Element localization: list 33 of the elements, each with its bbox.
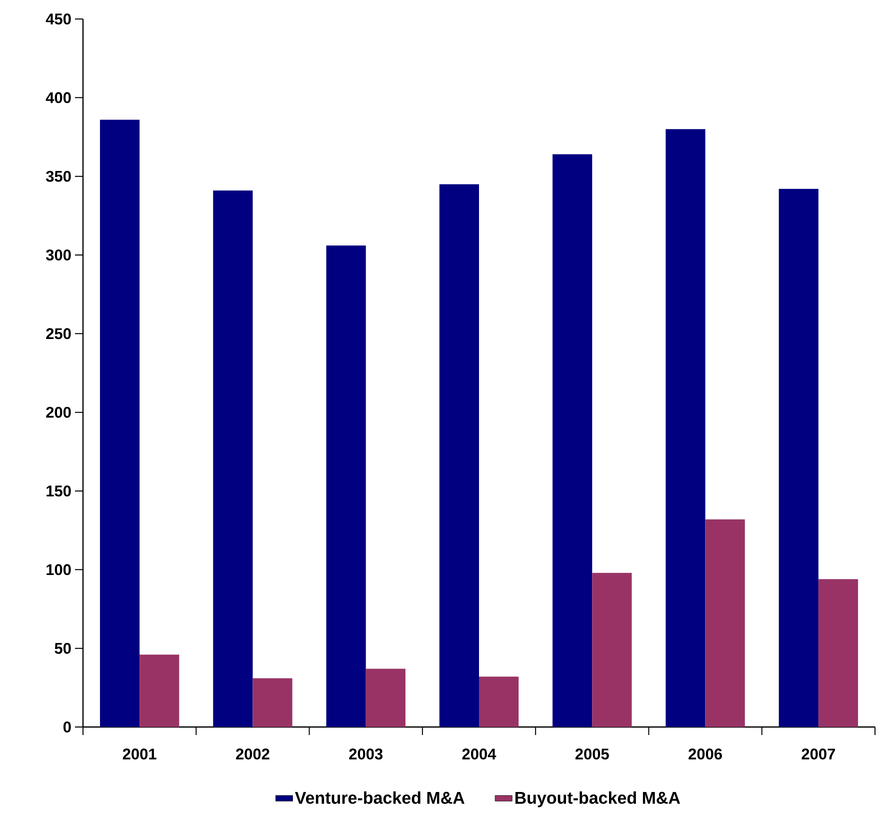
bar [592,572,632,727]
bar [439,184,480,727]
x-tick-label: 2004 [462,748,496,760]
bar [100,120,140,727]
bar [705,519,745,727]
y-tick-label: 450 [46,14,71,24]
y-tick-label: 150 [46,486,71,496]
y-tick-label: 350 [46,170,71,182]
y-tick-label: 50 [54,642,71,654]
bar [552,154,592,727]
x-tick-label: 2006 [688,748,722,760]
bar [479,676,519,727]
bar [366,668,406,727]
x-tick-label: 2005 [575,748,609,760]
y-tick-label: 300 [46,249,71,260]
legend-label: Venture-backed M&A [294,791,464,804]
legend-label: Buyout-backed M&A [515,791,680,808]
y-tick-label: 200 [46,406,71,418]
bar [326,246,366,727]
bar [213,190,253,727]
x-tick-label: 2007 [802,748,835,760]
bar [778,188,818,727]
x-tick-label: 2001 [122,748,156,760]
bar [252,678,292,727]
x-tick-label: 2002 [236,748,270,760]
y-tick-label: 250 [46,328,71,340]
x-tick-label: 2003 [349,748,383,760]
y-tick-label: 0 [63,722,71,732]
y-tick-label: 400 [46,92,71,104]
bar [818,579,858,727]
bar [666,129,706,727]
y-tick-label: 100 [46,564,71,576]
bar [140,654,180,727]
